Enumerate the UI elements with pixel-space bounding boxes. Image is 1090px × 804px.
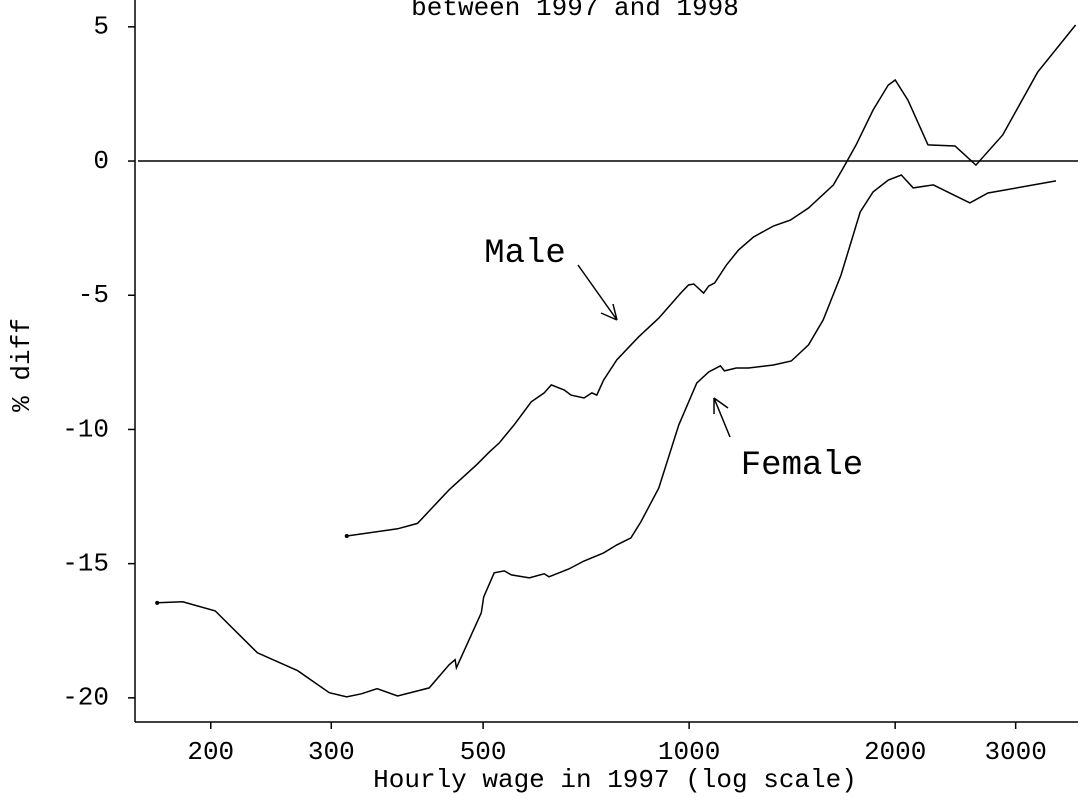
x-tick-label: 2000 (864, 737, 926, 767)
y-tick-label: 0 (93, 146, 109, 176)
chart-title: between 1997 and 1998 (411, 0, 739, 23)
x-tick-label: 200 (187, 737, 234, 767)
y-tick-label: -20 (62, 683, 109, 713)
y-tick-label: -5 (78, 280, 109, 310)
series-line (157, 174, 1057, 698)
y-axis-label: % diff (7, 318, 37, 412)
x-axis-label: Hourly wage in 1997 (log scale) (373, 765, 857, 795)
arrow (713, 397, 731, 438)
y-tick-label: -15 (62, 549, 109, 579)
series-line (346, 24, 1077, 537)
y-tick-label: 5 (93, 12, 109, 42)
start-point (344, 533, 349, 538)
arrow (577, 264, 618, 321)
series-label: Male (484, 235, 566, 273)
x-tick-label: 1000 (658, 737, 720, 767)
series-label: Female (741, 447, 863, 485)
y-tick-label: -10 (62, 414, 109, 444)
x-tick-label: 3000 (984, 737, 1046, 767)
start-point (155, 600, 160, 605)
x-tick-label: 300 (308, 737, 355, 767)
x-tick-label: 500 (460, 737, 507, 767)
